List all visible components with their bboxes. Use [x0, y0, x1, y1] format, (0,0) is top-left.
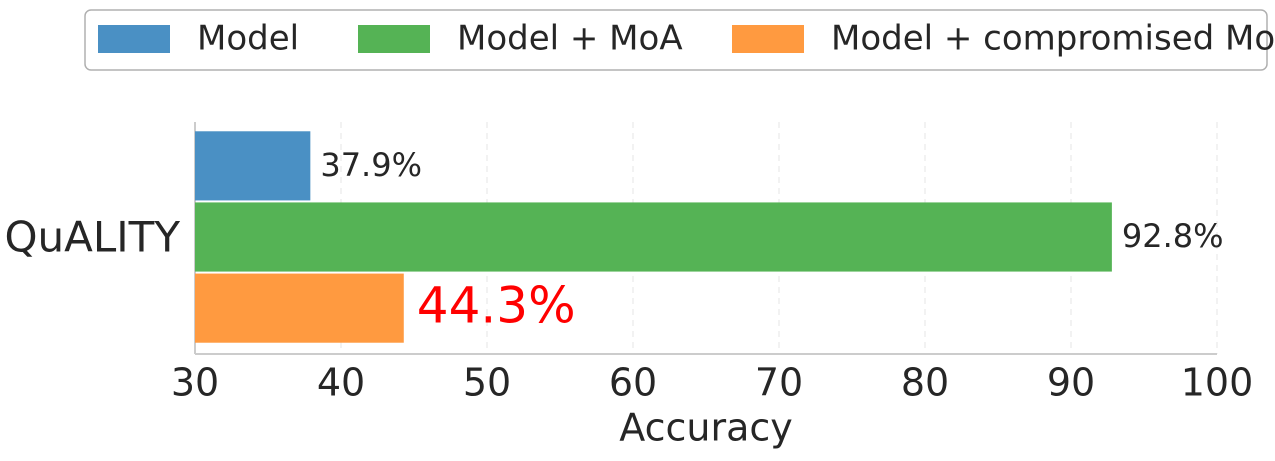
x-tick-label: 50: [463, 361, 511, 405]
value-label: 44.3%: [417, 277, 576, 335]
x-axis-label: Accuracy: [619, 406, 793, 450]
bar: [195, 202, 1112, 272]
x-tick-label: 90: [1047, 361, 1095, 405]
legend-swatch: [98, 25, 170, 53]
x-tick-label: 60: [609, 361, 657, 405]
value-label: 92.8%: [1122, 217, 1224, 255]
y-tick-label: QuALITY: [4, 213, 180, 262]
x-tick-label: 40: [317, 361, 365, 405]
x-tick-label: 70: [755, 361, 803, 405]
bar: [195, 131, 311, 201]
legend-swatch: [732, 25, 804, 53]
x-tick-label: 30: [171, 361, 219, 405]
bar: [195, 273, 404, 343]
legend-label: Model + compromised MoA: [831, 19, 1275, 59]
legend-label: Model: [197, 19, 299, 59]
legend-label: Model + MoA: [457, 19, 683, 59]
value-label: 37.9%: [320, 146, 422, 184]
legend-swatch: [358, 25, 430, 53]
x-tick-label: 80: [901, 361, 949, 405]
x-tick-label: 100: [1181, 361, 1254, 405]
